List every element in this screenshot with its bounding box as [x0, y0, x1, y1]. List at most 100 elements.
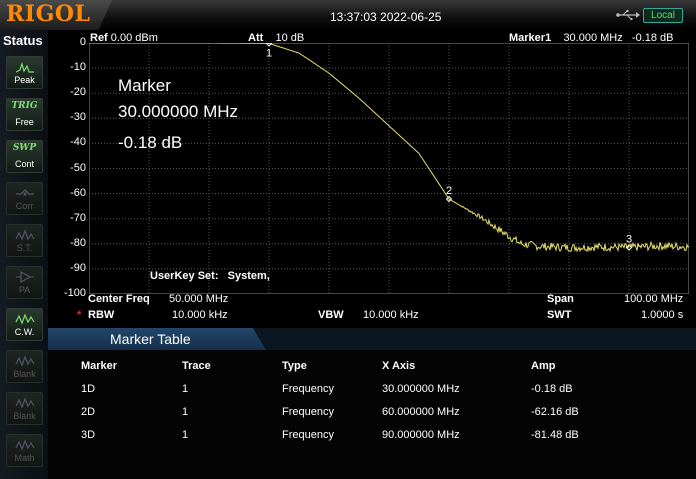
- center-freq-value: 50.000 MHz: [169, 293, 229, 305]
- y-tick-label: -10: [70, 61, 86, 74]
- userkey-label: UserKey Set:: [150, 270, 219, 282]
- peak-button[interactable]: Peak: [6, 56, 43, 89]
- table-cell-marker-id: 2D: [81, 406, 96, 418]
- math-trace-icon: [15, 439, 35, 451]
- userkey-value: System,: [227, 270, 270, 282]
- y-tick-label: -100: [63, 287, 86, 299]
- y-tick-label: -60: [70, 186, 86, 199]
- marker-table-title: Marker Table: [110, 331, 191, 347]
- vbw-label[interactable]: VBW: [318, 309, 344, 321]
- span-label[interactable]: Span: [547, 293, 574, 305]
- table-cell-marker-type: Frequency: [282, 429, 334, 441]
- table-cell-marker-id: 3D: [81, 429, 96, 441]
- usb-icon: [616, 9, 640, 20]
- blank-trace-icon: [15, 355, 35, 367]
- source-tracking-button[interactable]: S.T.: [6, 224, 43, 257]
- brand-logo: RIGOL: [6, 1, 91, 27]
- math-trace-button[interactable]: Math: [6, 434, 43, 467]
- cw-label: C.W.: [14, 327, 35, 337]
- attenuation[interactable]: Att 10 dB: [248, 32, 304, 44]
- marker-number-2: 2: [446, 185, 452, 197]
- marker-number-1: 1: [266, 47, 272, 59]
- marker-number-3: 3: [626, 234, 632, 246]
- table-cell-amp-value: -62.16 dB: [531, 406, 579, 418]
- marker-table: [48, 350, 696, 479]
- sweep-button[interactable]: SWP Cont: [6, 140, 43, 173]
- reference-level[interactable]: Ref 0.00 dBm: [90, 32, 158, 44]
- att-value: 10 dB: [275, 32, 305, 44]
- trigger-mode-label: Free: [15, 117, 34, 127]
- corr-label: Corr: [15, 201, 34, 211]
- y-tick-label: -70: [70, 211, 86, 224]
- correction-icon: [16, 189, 34, 196]
- y-tick-label: -80: [70, 236, 86, 249]
- trig-icon: TRIG: [11, 101, 38, 111]
- y-tick-label: -30: [70, 111, 86, 124]
- blank-trace-button-1[interactable]: Blank: [6, 350, 43, 383]
- blank-label-2: Blank: [13, 411, 36, 421]
- col-type: Type: [282, 360, 307, 372]
- table-cell-marker-id: 1D: [81, 383, 96, 395]
- swt-label[interactable]: SWT: [547, 309, 572, 321]
- spectrum-plot[interactable]: 1 2 3: [89, 43, 689, 294]
- math-label: Math: [14, 453, 35, 463]
- trigger-button[interactable]: TRIG Free: [6, 98, 43, 131]
- marker-point-3: [625, 244, 633, 251]
- blank-trace-button-2[interactable]: Blank: [6, 392, 43, 425]
- marker-freq: 30.000 MHz: [563, 32, 623, 44]
- y-tick-label: -40: [70, 136, 86, 149]
- marker-readout: Marker1 30.000 MHz -0.18 dB: [509, 32, 674, 44]
- ref-value: 0.00 dBm: [110, 32, 158, 44]
- vbw-value: 10.000 kHz: [363, 309, 419, 321]
- sweep-mode-label: Cont: [14, 159, 34, 169]
- y-tick-label: 0: [79, 36, 86, 48]
- rbw-modified-mark: *: [77, 309, 82, 321]
- clear-write-button[interactable]: C.W.: [6, 308, 43, 341]
- rbw-label[interactable]: RBW: [88, 309, 115, 321]
- col-x-axis: X Axis: [382, 360, 416, 372]
- blank-trace-icon: [15, 397, 35, 409]
- spectrum-trace: [89, 43, 689, 253]
- correction-button[interactable]: Corr: [6, 182, 43, 215]
- y-tick-label: -50: [70, 161, 86, 174]
- marker-point-1: [265, 43, 273, 47]
- st-label: S.T.: [16, 243, 33, 253]
- swt-value: 1.0000 s: [641, 309, 684, 321]
- table-cell-amp-value: -0.18 dB: [531, 383, 573, 395]
- marker-name: Marker1: [509, 32, 552, 44]
- col-trace: Trace: [182, 360, 211, 372]
- peak-icon: [15, 61, 34, 73]
- table-cell-x-axis-value: 60.000000 MHz: [382, 406, 460, 418]
- table-cell-trace-number: 1: [182, 406, 189, 418]
- span-value: 100.00 MHz: [624, 293, 684, 305]
- table-cell-x-axis-value: 30.000000 MHz: [382, 383, 460, 395]
- peak-label: Peak: [14, 75, 35, 85]
- marker-table-tab[interactable]: [48, 328, 266, 350]
- rbw-value: 10.000 kHz: [172, 309, 228, 321]
- marker-overlay-title: Marker: [118, 76, 171, 95]
- col-marker: Marker: [81, 360, 118, 372]
- table-cell-amp-value: -81.48 dB: [531, 429, 579, 441]
- top-bar: RIGOL 13:37:03 2022-06-25 Local: [0, 0, 696, 30]
- preamp-button[interactable]: PA: [6, 266, 43, 299]
- table-cell-x-axis-value: 90.000000 MHz: [382, 429, 460, 441]
- table-cell-marker-type: Frequency: [282, 383, 334, 395]
- att-label: Att: [248, 32, 264, 44]
- swp-icon: SWP: [12, 143, 37, 153]
- table-cell-trace-number: 1: [182, 383, 189, 395]
- preamp-icon: [16, 270, 34, 284]
- userkey-set: UserKey Set: System,: [150, 270, 270, 282]
- center-freq-label[interactable]: Center Freq: [88, 293, 150, 305]
- table-cell-marker-type: Frequency: [282, 406, 334, 418]
- ref-label: Ref: [90, 32, 108, 44]
- y-tick-label: -90: [70, 261, 86, 274]
- blank-label-1: Blank: [13, 369, 36, 379]
- source-tracking-icon: [15, 229, 35, 241]
- marker-amp: -0.18 dB: [631, 32, 674, 44]
- local-mode-badge[interactable]: Local: [643, 8, 683, 23]
- marker-overlay-amp: -0.18 dB: [118, 133, 183, 152]
- date-time: 13:37:03 2022-06-25: [330, 10, 442, 24]
- col-amp: Amp: [531, 360, 556, 372]
- clear-write-icon: [15, 313, 35, 325]
- marker-overlay-freq: 30.000000 MHz: [118, 102, 239, 121]
